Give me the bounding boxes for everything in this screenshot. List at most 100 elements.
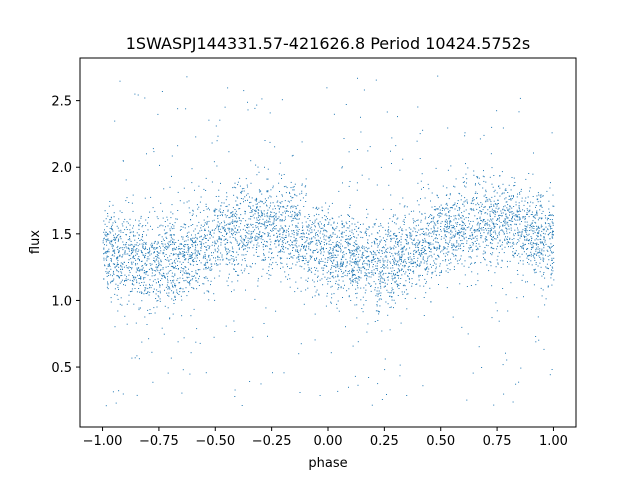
- data-point: [349, 230, 351, 232]
- data-point: [505, 294, 507, 296]
- data-point: [171, 263, 173, 265]
- data-point: [342, 222, 344, 224]
- data-point: [469, 229, 471, 231]
- data-point: [274, 226, 276, 227]
- data-point: [539, 205, 541, 207]
- data-point: [394, 302, 396, 304]
- data-point: [423, 251, 424, 253]
- data-point: [261, 213, 263, 215]
- data-point: [443, 246, 444, 248]
- data-point: [116, 269, 117, 271]
- data-point: [530, 241, 532, 243]
- data-point: [289, 191, 290, 193]
- data-point: [192, 210, 194, 212]
- data-point: [481, 203, 483, 205]
- data-point: [316, 242, 318, 244]
- data-point: [280, 220, 282, 222]
- data-point: [548, 208, 550, 210]
- data-point: [446, 194, 448, 196]
- data-point: [526, 208, 528, 210]
- data-point: [316, 248, 318, 250]
- data-point: [107, 264, 109, 266]
- data-point: [500, 267, 502, 268]
- data-point: [181, 299, 183, 301]
- data-point: [342, 263, 344, 265]
- data-point: [440, 213, 442, 214]
- data-point: [363, 89, 365, 91]
- data-point: [351, 229, 353, 231]
- data-point: [374, 289, 376, 291]
- data-point: [283, 246, 285, 248]
- data-point: [546, 263, 548, 265]
- data-point: [329, 239, 331, 241]
- data-point: [219, 259, 221, 261]
- data-point: [371, 245, 373, 247]
- data-point: [237, 229, 239, 230]
- data-point: [168, 241, 170, 243]
- data-point: [368, 247, 370, 249]
- data-point: [229, 262, 231, 264]
- data-point: [128, 270, 130, 272]
- data-point: [393, 278, 395, 279]
- data-point: [238, 244, 240, 246]
- data-point: [382, 265, 383, 267]
- data-point: [190, 315, 192, 317]
- data-point: [219, 208, 221, 210]
- data-point: [444, 209, 445, 211]
- data-point: [237, 230, 239, 231]
- data-point: [474, 240, 476, 242]
- data-point: [264, 140, 266, 141]
- data-point: [253, 254, 255, 256]
- data-point: [298, 245, 300, 247]
- data-point: [437, 208, 439, 210]
- data-point: [218, 227, 219, 229]
- data-point: [152, 148, 154, 150]
- data-point: [504, 240, 506, 241]
- data-point: [331, 255, 333, 257]
- data-point: [478, 346, 480, 348]
- data-point: [537, 248, 539, 250]
- data-point: [338, 190, 340, 192]
- data-point: [263, 254, 265, 256]
- data-point: [454, 202, 456, 204]
- data-point: [244, 225, 246, 227]
- data-point: [377, 310, 379, 312]
- data-point: [215, 257, 216, 259]
- data-point: [329, 277, 331, 279]
- data-point: [214, 229, 216, 231]
- data-point: [213, 293, 215, 295]
- data-point: [282, 248, 284, 250]
- data-point: [351, 276, 353, 278]
- data-point: [352, 273, 354, 275]
- data-point: [485, 238, 486, 240]
- data-point: [132, 227, 134, 229]
- data-point: [384, 260, 386, 262]
- data-point: [365, 257, 367, 259]
- data-point: [528, 233, 530, 235]
- data-point: [337, 283, 339, 285]
- data-point: [355, 259, 356, 260]
- data-point: [284, 237, 286, 238]
- data-point: [478, 243, 480, 245]
- data-point: [389, 296, 391, 297]
- data-point: [459, 193, 461, 195]
- data-point: [399, 226, 401, 228]
- data-point: [171, 228, 173, 230]
- data-point: [121, 275, 123, 276]
- data-point: [216, 140, 218, 142]
- data-point: [258, 255, 260, 257]
- data-point: [111, 244, 113, 245]
- data-point: [189, 247, 191, 249]
- data-point: [245, 245, 247, 247]
- data-point: [541, 230, 543, 232]
- data-point: [401, 259, 402, 261]
- data-point: [451, 227, 453, 229]
- data-point: [178, 294, 180, 295]
- data-point: [240, 214, 242, 216]
- data-point: [226, 232, 227, 234]
- data-point: [258, 209, 260, 211]
- data-point: [282, 232, 284, 234]
- data-point: [381, 277, 383, 279]
- data-point: [194, 249, 196, 251]
